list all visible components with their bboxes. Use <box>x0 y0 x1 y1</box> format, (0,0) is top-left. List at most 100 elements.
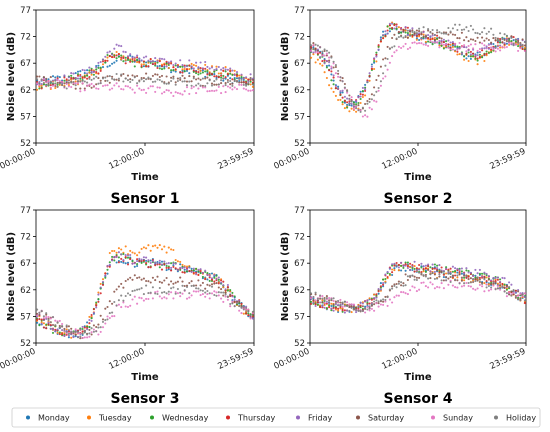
data-point <box>129 54 132 57</box>
data-point <box>167 82 170 85</box>
data-point <box>449 275 452 279</box>
data-point <box>176 287 179 291</box>
data-point <box>379 299 382 302</box>
data-point <box>364 102 367 106</box>
data-point <box>47 323 50 326</box>
data-point <box>101 278 105 281</box>
data-point <box>231 300 234 303</box>
data-point <box>140 297 143 300</box>
data-point <box>170 76 173 79</box>
data-point <box>63 74 66 77</box>
data-point <box>104 274 107 277</box>
data-point <box>83 336 86 339</box>
data-point <box>406 34 409 37</box>
data-point <box>120 45 123 48</box>
data-point <box>158 280 161 283</box>
data-point <box>325 52 328 55</box>
data-point <box>108 75 111 78</box>
data-point <box>210 292 214 295</box>
data-point <box>95 70 98 74</box>
data-point <box>445 272 448 275</box>
data-point <box>183 266 186 269</box>
data-point <box>352 103 355 106</box>
data-point <box>136 56 139 59</box>
data-point <box>183 70 186 73</box>
legend-marker <box>356 415 360 420</box>
data-point <box>397 282 400 285</box>
data-point <box>70 333 73 336</box>
data-point <box>332 79 335 82</box>
data-point <box>319 51 322 54</box>
data-point <box>99 314 102 317</box>
data-point <box>505 45 508 49</box>
data-point <box>129 293 132 297</box>
data-point <box>79 75 82 78</box>
data-point <box>122 72 125 76</box>
data-point <box>245 88 248 91</box>
data-point <box>310 297 313 300</box>
data-point <box>97 82 100 85</box>
data-point <box>208 90 211 93</box>
data-point <box>245 312 248 315</box>
data-point <box>149 261 152 264</box>
data-point <box>163 91 166 94</box>
data-point <box>117 85 120 88</box>
data-point <box>418 32 421 35</box>
data-point <box>172 262 175 265</box>
data-point <box>406 265 409 268</box>
data-point <box>111 75 114 78</box>
data-point <box>126 79 130 82</box>
data-point <box>496 287 499 290</box>
data-point <box>113 300 116 304</box>
data-point <box>393 283 396 286</box>
data-point <box>138 288 141 291</box>
data-point <box>447 283 450 286</box>
data-point <box>222 69 225 72</box>
data-point <box>233 295 236 298</box>
data-point <box>220 92 223 95</box>
data-point <box>440 37 443 40</box>
data-point <box>163 67 166 70</box>
data-point <box>420 270 423 274</box>
data-point <box>86 84 89 87</box>
data-point <box>170 280 173 283</box>
data-point <box>195 72 198 75</box>
data-point <box>319 301 322 304</box>
data-point <box>172 282 175 285</box>
data-point <box>170 71 173 74</box>
data-point <box>140 247 143 250</box>
data-point <box>170 262 173 265</box>
data-point <box>523 292 526 295</box>
y-tick-label: 62 <box>294 286 305 296</box>
data-point <box>124 262 127 265</box>
data-point <box>222 280 225 283</box>
data-point <box>45 327 48 330</box>
data-point <box>222 284 225 287</box>
data-point <box>424 285 427 288</box>
data-point <box>436 285 439 288</box>
data-point <box>420 281 423 284</box>
data-point <box>158 75 161 79</box>
data-point <box>476 51 479 54</box>
data-point <box>136 288 139 291</box>
data-point <box>247 312 250 315</box>
data-point <box>496 276 499 279</box>
data-point <box>314 301 317 304</box>
data-point <box>229 83 232 86</box>
data-point <box>451 284 454 287</box>
data-point <box>402 291 405 294</box>
data-point <box>140 65 143 68</box>
legend-marker <box>150 415 154 420</box>
data-point <box>375 55 378 58</box>
data-point <box>245 76 248 79</box>
data-point <box>499 39 502 42</box>
data-point <box>215 291 218 294</box>
data-point <box>411 27 414 30</box>
data-point <box>505 40 508 43</box>
data-point <box>229 86 232 89</box>
data-point <box>422 270 425 273</box>
data-point <box>79 70 82 73</box>
data-point <box>316 303 319 306</box>
data-point <box>113 61 116 64</box>
data-point <box>170 60 173 63</box>
